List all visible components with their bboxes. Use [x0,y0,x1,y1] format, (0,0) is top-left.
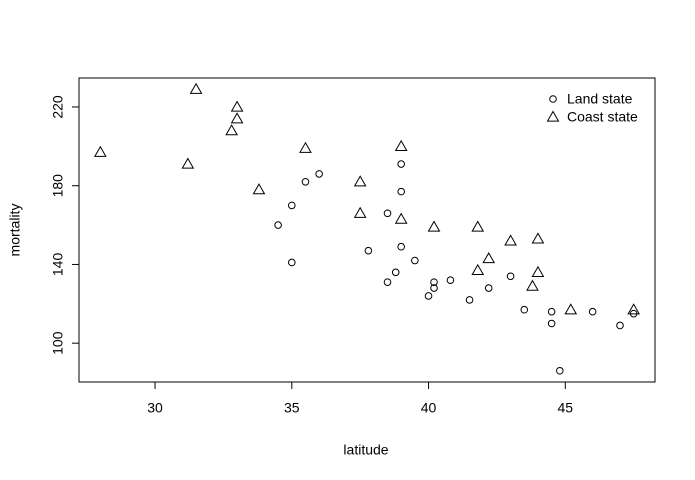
point [353,175,367,187]
point [397,242,405,251]
y-tick-label: 220 [50,95,66,119]
x-tick-label: 35 [284,400,300,416]
point [446,276,455,284]
point [189,82,203,94]
y-tick-label: 180 [50,174,66,198]
x-axis-label: latitude [343,442,388,458]
point [181,157,195,169]
point [547,319,556,328]
y-axis-label: mortality [7,204,23,257]
point [364,246,373,255]
point [526,279,539,291]
legend-marker [549,95,557,103]
point [471,220,485,232]
point [394,139,408,151]
point [465,296,474,304]
legend-label: Land state [567,91,633,107]
y-tick-label: 140 [50,253,66,277]
point [353,206,367,218]
point [482,252,496,264]
point [287,258,296,267]
point [230,112,244,124]
point [287,201,296,210]
point [315,170,323,178]
point [225,124,238,136]
point [383,278,392,286]
point [274,221,282,229]
point [397,187,405,196]
point [301,177,310,186]
legend-marker [546,110,560,122]
point [588,307,597,316]
point [93,145,107,157]
point [484,284,493,292]
point [471,263,485,275]
point [252,183,266,195]
point [424,292,433,300]
point [531,265,545,277]
point [427,220,441,232]
point [556,366,564,375]
point [506,272,515,281]
point [383,209,392,218]
x-tick-label: 40 [421,400,437,416]
x-tick-label: 45 [558,400,574,416]
point [391,268,400,277]
point [564,303,578,315]
point [430,284,438,292]
point [520,305,529,314]
y-tick-label: 100 [50,331,66,355]
point [299,141,312,153]
point [230,100,244,112]
point [504,234,517,246]
x-tick-label: 30 [147,400,163,416]
point [394,212,408,224]
point [531,232,545,244]
point [547,307,556,316]
point [616,321,624,330]
point [627,303,641,315]
point [430,278,438,286]
point [411,256,419,265]
legend-label: Coast state [567,109,638,125]
point [397,160,405,168]
